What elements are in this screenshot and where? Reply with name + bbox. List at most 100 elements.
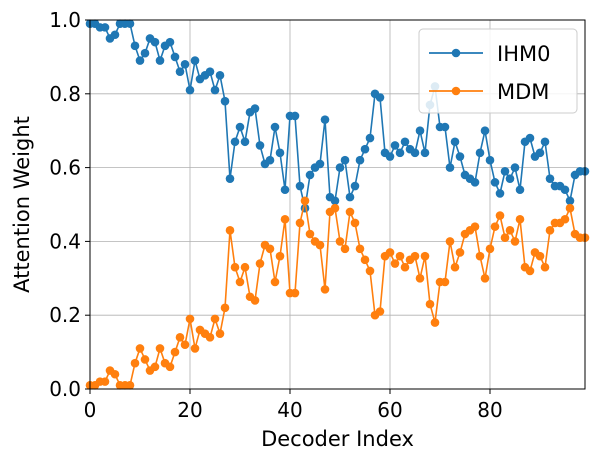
data-point bbox=[410, 148, 420, 158]
data-point bbox=[250, 104, 260, 113]
legend-label: IHM0 bbox=[497, 42, 550, 66]
data-point bbox=[335, 163, 345, 172]
data-point bbox=[230, 137, 240, 147]
data-point bbox=[535, 251, 545, 261]
data-point bbox=[190, 344, 200, 353]
data-point bbox=[430, 318, 440, 327]
legend: IHM0 MDM bbox=[418, 28, 578, 114]
data-point bbox=[130, 358, 140, 368]
data-point bbox=[170, 347, 180, 357]
data-point bbox=[155, 56, 165, 65]
data-point bbox=[450, 262, 460, 272]
data-point bbox=[455, 152, 465, 161]
data-point bbox=[330, 203, 340, 213]
data-point bbox=[450, 137, 460, 147]
y-tick-label: 0.6 bbox=[49, 156, 81, 180]
x-tick-label: 60 bbox=[377, 398, 402, 422]
data-point bbox=[495, 211, 505, 220]
data-point bbox=[455, 248, 465, 257]
legend-item: IHM0 bbox=[429, 42, 550, 66]
data-point bbox=[110, 30, 120, 40]
data-point bbox=[305, 229, 315, 239]
series-mdm bbox=[85, 196, 590, 390]
data-point bbox=[315, 240, 325, 250]
data-point bbox=[175, 333, 185, 342]
data-point bbox=[230, 262, 240, 272]
data-point bbox=[525, 133, 535, 143]
data-point bbox=[440, 277, 450, 287]
data-point bbox=[355, 244, 365, 254]
data-point bbox=[510, 237, 520, 246]
data-point bbox=[140, 355, 150, 364]
data-point bbox=[385, 152, 395, 161]
y-tick-label: 0.0 bbox=[49, 377, 81, 401]
data-point bbox=[295, 181, 305, 191]
data-point bbox=[240, 262, 250, 272]
data-point bbox=[350, 181, 360, 191]
data-point bbox=[445, 237, 455, 246]
data-point bbox=[420, 251, 430, 261]
data-point bbox=[305, 170, 315, 180]
data-point bbox=[175, 67, 185, 76]
data-point bbox=[225, 174, 235, 183]
data-point bbox=[100, 377, 110, 386]
data-point bbox=[415, 274, 425, 283]
data-point bbox=[280, 214, 290, 224]
data-point bbox=[440, 122, 450, 132]
y-tick-label: 1.0 bbox=[49, 8, 81, 32]
data-point bbox=[340, 155, 350, 165]
data-point bbox=[490, 222, 500, 231]
data-point bbox=[135, 344, 145, 353]
y-axis-ticks: 0.0 0.2 0.4 0.6 0.8 1.0 bbox=[49, 8, 90, 401]
data-point bbox=[390, 259, 400, 268]
x-tick-label: 80 bbox=[477, 398, 502, 422]
data-point bbox=[300, 196, 310, 206]
data-point bbox=[155, 344, 165, 353]
x-axis-ticks: 0 20 40 60 80 bbox=[84, 389, 503, 422]
data-point bbox=[420, 148, 430, 158]
data-point bbox=[475, 148, 485, 158]
data-point bbox=[125, 19, 135, 28]
data-point bbox=[235, 122, 245, 132]
data-point bbox=[560, 185, 570, 195]
data-point bbox=[290, 111, 300, 121]
data-point bbox=[240, 137, 250, 147]
data-point bbox=[525, 266, 535, 276]
data-point bbox=[535, 148, 545, 158]
data-point bbox=[560, 214, 570, 224]
data-point bbox=[165, 37, 175, 47]
data-point bbox=[180, 340, 190, 350]
data-point bbox=[480, 126, 490, 135]
y-axis-label: Attention Weight bbox=[10, 116, 34, 293]
data-point bbox=[110, 369, 120, 379]
data-point bbox=[190, 56, 200, 65]
data-point bbox=[495, 189, 505, 198]
plot-frame bbox=[89, 19, 586, 390]
data-point bbox=[385, 248, 395, 257]
data-point bbox=[130, 41, 140, 51]
data-point bbox=[220, 303, 230, 313]
data-point bbox=[470, 222, 480, 231]
data-point bbox=[170, 52, 180, 62]
data-point bbox=[320, 115, 330, 124]
data-point bbox=[485, 155, 495, 165]
data-point bbox=[290, 288, 300, 298]
data-point bbox=[355, 155, 365, 165]
data-point bbox=[565, 196, 575, 206]
legend-marker bbox=[451, 48, 461, 58]
data-point bbox=[210, 85, 220, 95]
data-point bbox=[255, 259, 265, 268]
data-point bbox=[365, 266, 375, 276]
data-point bbox=[400, 137, 410, 147]
data-point bbox=[565, 203, 575, 213]
data-point bbox=[270, 122, 280, 132]
data-point bbox=[490, 178, 500, 187]
data-point bbox=[330, 196, 340, 206]
data-point bbox=[315, 159, 325, 169]
data-point bbox=[445, 163, 455, 172]
data-point bbox=[475, 251, 485, 261]
data-point bbox=[335, 237, 345, 246]
data-point bbox=[540, 137, 550, 147]
data-point bbox=[395, 148, 405, 158]
data-point bbox=[225, 226, 235, 235]
